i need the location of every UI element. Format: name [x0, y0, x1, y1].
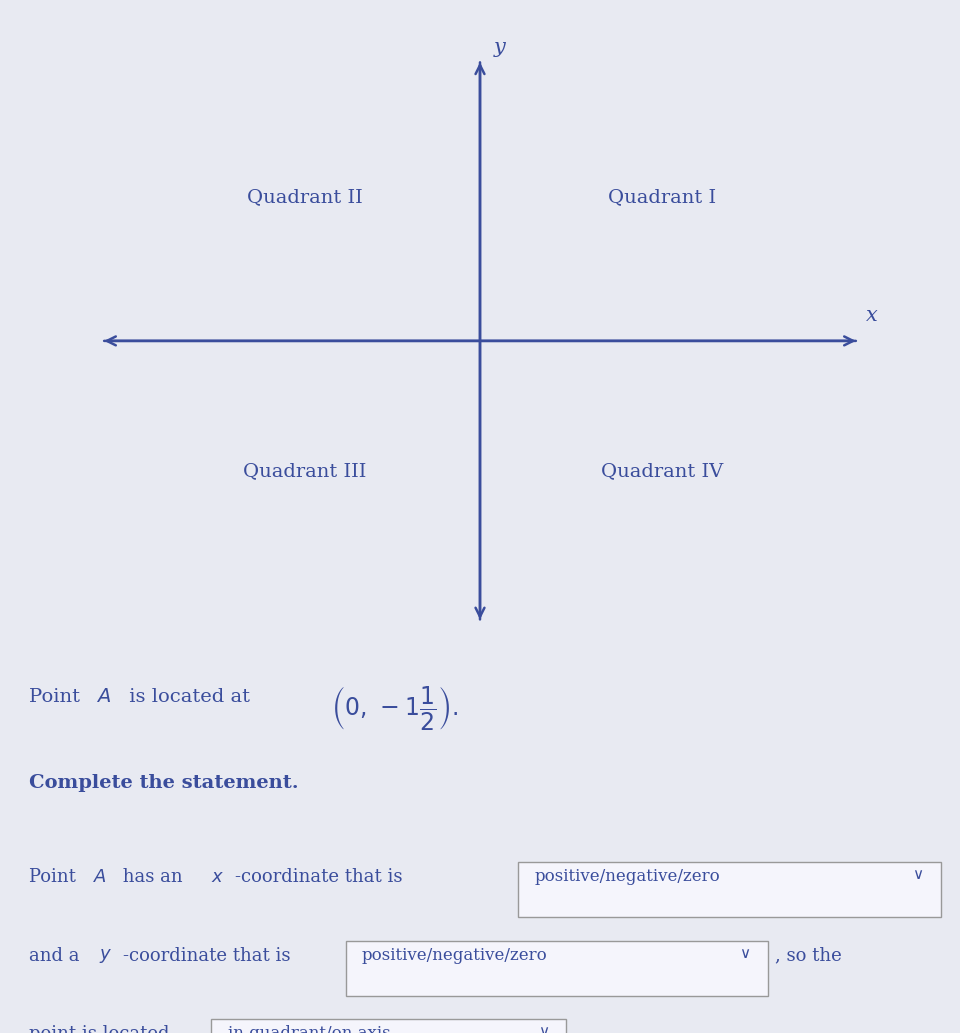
- Text: $\left(0,\,-1\dfrac{1}{2}\right).$: $\left(0,\,-1\dfrac{1}{2}\right).$: [331, 684, 458, 731]
- Text: $A$: $A$: [93, 868, 108, 886]
- Text: y: y: [494, 38, 506, 57]
- Text: -coordinate that is: -coordinate that is: [123, 946, 290, 965]
- FancyBboxPatch shape: [346, 941, 768, 996]
- Text: Quadrant II: Quadrant II: [247, 189, 363, 207]
- Text: has an: has an: [117, 868, 188, 886]
- Text: is located at: is located at: [123, 688, 256, 706]
- FancyBboxPatch shape: [211, 1020, 566, 1033]
- Text: Quadrant I: Quadrant I: [609, 189, 716, 207]
- Text: , so the: , so the: [775, 946, 842, 965]
- Text: $A$: $A$: [96, 688, 111, 706]
- Text: positive/negative/zero: positive/negative/zero: [535, 868, 720, 885]
- Text: and a: and a: [29, 946, 85, 965]
- FancyBboxPatch shape: [518, 863, 941, 917]
- Text: in quadrant/on axis: in quadrant/on axis: [228, 1025, 390, 1033]
- Text: Quadrant IV: Quadrant IV: [601, 462, 724, 480]
- Text: ∨: ∨: [538, 1025, 549, 1033]
- Text: -coordinate that is: -coordinate that is: [235, 868, 402, 886]
- Text: $x$: $x$: [211, 868, 225, 886]
- Text: Point: Point: [29, 868, 82, 886]
- Text: Complete the statement.: Complete the statement.: [29, 774, 299, 792]
- Text: Quadrant III: Quadrant III: [243, 462, 367, 480]
- Text: positive/negative/zero: positive/negative/zero: [362, 946, 547, 964]
- Text: Point: Point: [29, 688, 86, 706]
- Text: point is located: point is located: [29, 1025, 169, 1033]
- Text: ∨: ∨: [912, 868, 924, 882]
- Text: x: x: [866, 306, 877, 325]
- Text: ∨: ∨: [739, 946, 751, 961]
- Text: $y$: $y$: [99, 946, 112, 965]
